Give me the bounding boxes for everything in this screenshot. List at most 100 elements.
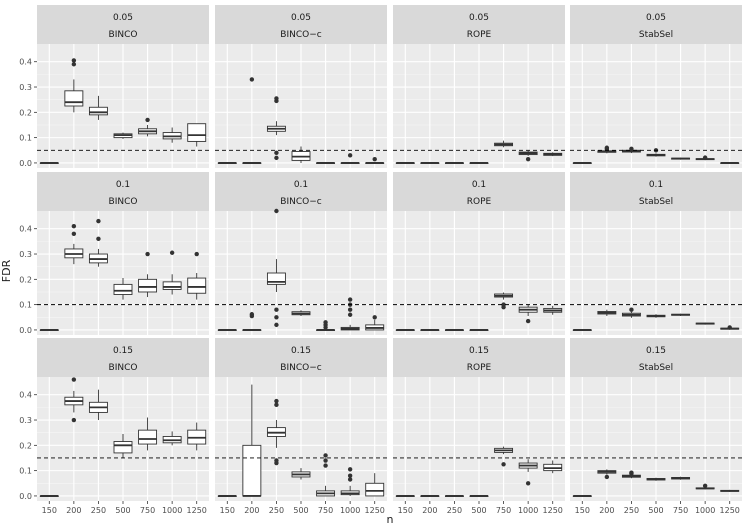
- x-axis-label: n: [387, 513, 394, 526]
- facet-alpha-label: 0.1: [649, 180, 663, 190]
- outlier-point: [629, 146, 634, 151]
- x-tick-label: 150: [575, 506, 590, 515]
- box-150: [395, 329, 415, 331]
- x-tick-label: 750: [496, 506, 511, 515]
- facet-strip: [215, 5, 387, 44]
- outlier-point: [145, 117, 150, 123]
- box-250: [621, 146, 641, 154]
- x-tick-label: 200: [66, 506, 81, 515]
- facet-alpha-label: 0.05: [646, 13, 666, 23]
- box-150: [572, 329, 592, 331]
- box-1000: [518, 304, 538, 324]
- facet-strip: [37, 172, 209, 211]
- outlier-point: [249, 77, 255, 82]
- box-body: [138, 429, 158, 445]
- outlier-point: [372, 156, 377, 162]
- box-1250: [543, 460, 563, 474]
- box-250: [266, 398, 286, 466]
- facet-strip: [570, 172, 742, 211]
- facet-method-label: BINCO−c: [280, 363, 321, 373]
- outlier-point: [323, 320, 328, 325]
- y-tick-label: 0.4: [19, 391, 32, 400]
- x-tick-label: 200: [422, 506, 437, 515]
- box-200: [64, 377, 84, 423]
- facet-method-label: BINCO: [109, 197, 138, 207]
- box-250: [444, 495, 464, 497]
- facet-alpha-label: 0.05: [113, 13, 133, 23]
- outlier-point: [347, 477, 353, 482]
- box-750: [671, 476, 691, 480]
- y-tick-label: 0.0: [19, 492, 32, 501]
- facet-strip: [37, 5, 209, 44]
- box-250: [88, 218, 108, 267]
- outlier-point: [71, 377, 77, 382]
- box-500: [113, 132, 133, 139]
- outlier-point: [702, 483, 708, 489]
- outlier-point: [323, 463, 328, 468]
- box-body: [64, 90, 84, 107]
- outlier-point: [274, 322, 279, 328]
- box-body: [187, 277, 207, 294]
- x-tick-label: 750: [318, 506, 333, 515]
- panel-0-3: 0.05 StabSel: [570, 5, 742, 168]
- facet-method-label: BINCO: [109, 30, 138, 40]
- outlier-point: [629, 307, 634, 312]
- facet-strip: [570, 5, 742, 44]
- y-tick-label: 0.1: [19, 134, 32, 143]
- outlier-point: [274, 155, 279, 161]
- box-1250: [720, 325, 740, 330]
- box-750: [671, 313, 691, 317]
- panel-2-1: 0.15 BINCO−c 150 200 250 500 750 1000 1250: [215, 338, 387, 515]
- facet-method-label: StabSel: [639, 30, 673, 40]
- box-500: [646, 148, 666, 157]
- outlier-point: [249, 312, 255, 317]
- box-250: [621, 470, 641, 479]
- box-750: [316, 162, 336, 164]
- outlier-point: [71, 58, 77, 63]
- outlier-point: [323, 453, 328, 458]
- facet-alpha-label: 0.1: [472, 180, 486, 190]
- box-body: [266, 272, 286, 285]
- x-tick-label: 500: [115, 506, 130, 515]
- facet-alpha-label: 0.15: [646, 346, 666, 356]
- panel-2-2: 0.15 ROPE 150 200 250 500 750 1000 1250: [393, 338, 565, 515]
- y-tick-label: 0.4: [19, 58, 32, 67]
- facet-method-label: BINCO−c: [280, 197, 321, 207]
- outlier-point: [525, 481, 531, 486]
- box-500: [646, 314, 666, 318]
- box-500: [469, 329, 489, 331]
- panel-0-2: 0.05 ROPE: [393, 5, 565, 168]
- facet-alpha-label: 0.1: [294, 180, 308, 190]
- y-tick-label: 0.0: [19, 326, 32, 335]
- box-200: [64, 223, 84, 265]
- x-tick-label: 500: [293, 506, 308, 515]
- x-tick-label: 250: [447, 506, 462, 515]
- facet-strip: [393, 172, 565, 211]
- outlier-point: [71, 417, 77, 423]
- box-250: [444, 162, 464, 164]
- box-200: [420, 329, 440, 331]
- box-150: [217, 162, 237, 164]
- outlier-point: [347, 312, 353, 317]
- x-tick-label: 1000: [695, 506, 715, 515]
- outlier-point: [274, 402, 279, 408]
- box-500: [113, 278, 133, 300]
- box-body: [138, 278, 158, 293]
- box-200: [242, 312, 262, 331]
- box-150: [39, 329, 59, 331]
- box-200: [597, 469, 617, 480]
- panel-1-0: 0.1 BINCO 0.0 0.1 0.2 0.3 0.4: [19, 172, 209, 335]
- panel-2-0: 0.15 BINCO 0.0 0.1 0.2 0.3 0.4 150 200 250 500 750 1…: [19, 338, 209, 515]
- box-200: [597, 309, 617, 317]
- box-750: [316, 320, 336, 331]
- x-tick-label: 200: [599, 506, 614, 515]
- outlier-point: [501, 462, 506, 467]
- box-1000: [695, 155, 715, 161]
- box-500: [291, 468, 311, 480]
- box-1250: [720, 162, 740, 164]
- outlier-point: [347, 473, 353, 478]
- outlier-point: [71, 231, 77, 236]
- outlier-point: [96, 236, 101, 242]
- box-200: [420, 495, 440, 497]
- outlier-point: [372, 315, 377, 320]
